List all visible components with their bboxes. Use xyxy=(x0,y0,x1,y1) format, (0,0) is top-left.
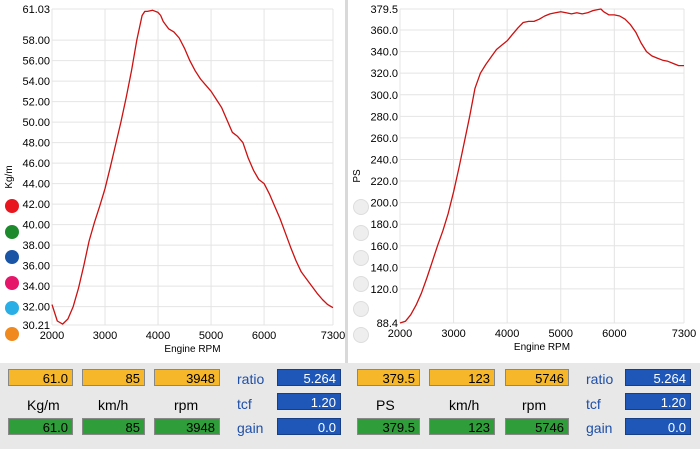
empty-dot[interactable] xyxy=(353,326,369,343)
empty-dot[interactable] xyxy=(353,275,369,292)
y-tick-label: 52.00 xyxy=(22,97,50,109)
y-tick-label: 360.0 xyxy=(370,25,398,37)
x-tick-label: 3000 xyxy=(441,328,465,340)
pink-dot[interactable] xyxy=(5,275,19,290)
x-tick-label: 4000 xyxy=(495,328,519,340)
y-tick-label: 280.0 xyxy=(370,111,398,123)
y-tick-label: 160.0 xyxy=(370,241,398,253)
tcf-label-right: tcf xyxy=(586,396,601,412)
panel-divider xyxy=(345,0,348,363)
y-tick-label: 46.00 xyxy=(22,158,50,170)
x-tick-label: 7300 xyxy=(321,330,345,342)
green-dot[interactable] xyxy=(5,224,19,239)
y-tick-label: 61.03 xyxy=(22,4,50,16)
y-tick-label: 48.00 xyxy=(22,138,50,150)
red-dot[interactable] xyxy=(5,199,19,213)
torque-value-bottom: 61.0 xyxy=(8,418,73,435)
torque-unit: Kg/m xyxy=(27,397,60,413)
y-tick-label: 54.00 xyxy=(22,76,50,88)
x-axis-title: Engine RPM xyxy=(164,344,220,355)
ratio-label: ratio xyxy=(237,371,265,387)
empty-dot[interactable] xyxy=(353,224,369,241)
y-tick-label: 56.00 xyxy=(22,56,50,68)
y-tick-label: 220.0 xyxy=(370,176,398,188)
y-tick-label: 30.21 xyxy=(22,320,50,332)
speed-value-bottom: 85 xyxy=(82,418,145,435)
speed-unit: km/h xyxy=(98,397,129,413)
x-tick-label: 5000 xyxy=(549,328,573,340)
series-line xyxy=(399,8,684,324)
x-tick-label: 2000 xyxy=(388,328,412,340)
tcf-field-right[interactable]: 1.20 xyxy=(625,393,691,410)
y-tick-label: 42.00 xyxy=(22,199,50,211)
y-tick-label: 38.00 xyxy=(22,240,50,252)
ratio-field-right[interactable]: 5.264 xyxy=(625,369,691,386)
tcf-field[interactable]: 1.20 xyxy=(277,393,341,410)
y-axis-title: Kg/m xyxy=(4,165,15,188)
rpm-value-bottom: 3948 xyxy=(154,418,220,435)
y-tick-label: 379.5 xyxy=(370,4,398,16)
y-tick-label: 58.00 xyxy=(22,35,50,47)
x-tick-label: 6000 xyxy=(602,328,626,340)
y-tick-label: 200.0 xyxy=(370,198,398,210)
y-tick-label: 320.0 xyxy=(370,68,398,80)
x-axis-title: Engine RPM xyxy=(514,342,570,353)
orange-dot[interactable] xyxy=(5,326,19,341)
gain-field-right[interactable]: 0.0 xyxy=(625,418,691,435)
power-unit: PS xyxy=(376,397,395,413)
rpm-unit-right: rpm xyxy=(522,397,547,413)
y-tick-label: 120.0 xyxy=(370,284,398,296)
y-tick-label: 140.0 xyxy=(370,262,398,274)
power-chart-panel: 379.5 360.0 340.0 320.0 300.0 280.0 260.0 240.0… xyxy=(348,0,700,363)
blue-dot[interactable] xyxy=(5,250,19,264)
power-value-bottom: 379.5 xyxy=(357,418,420,435)
y-axis-title: PS xyxy=(352,169,363,183)
tcf-label: tcf xyxy=(237,396,252,412)
power-value-top: 379.5 xyxy=(357,369,420,386)
rpm-value-bottom-right: 5746 xyxy=(505,418,569,435)
rpm-value-top: 3948 xyxy=(154,369,220,386)
y-tick-label: 34.00 xyxy=(22,281,50,293)
torque-value-top: 61.0 xyxy=(8,369,73,386)
torque-chart: 61.03 58.00 56.00 54.00 52.00 50.00 48.00 46.00… xyxy=(4,4,345,355)
empty-dot[interactable] xyxy=(353,250,369,266)
y-tick-label: 180.0 xyxy=(370,219,398,231)
y-tick-label: 36.00 xyxy=(22,261,50,273)
gain-label-right: gain xyxy=(586,420,613,436)
x-tick-label: 3000 xyxy=(93,330,117,342)
cyan-dot[interactable] xyxy=(5,301,19,315)
speed-value-bottom-right: 123 xyxy=(429,418,495,435)
y-tick-label: 44.00 xyxy=(22,179,50,191)
y-tick-label: 32.00 xyxy=(22,302,50,314)
x-tick-label: 7300 xyxy=(672,328,696,340)
y-tick-label: 340.0 xyxy=(370,47,398,59)
y-tick-label: 300.0 xyxy=(370,90,398,102)
y-tick-label: 240.0 xyxy=(370,154,398,166)
rpm-value-top-right: 5746 xyxy=(505,369,569,386)
rpm-unit: rpm xyxy=(174,397,199,413)
y-tick-label: 260.0 xyxy=(370,133,398,145)
speed-value-top: 85 xyxy=(82,369,145,386)
series-line xyxy=(51,9,334,325)
empty-dot[interactable] xyxy=(353,199,369,215)
readout-panel: 61.0 85 3948 Kg/m km/h rpm 61.0 85 3948 … xyxy=(0,363,700,449)
torque-chart-panel: 61.03 58.00 56.00 54.00 52.00 50.00 48.00 46.00… xyxy=(0,0,345,363)
x-tick-label: 6000 xyxy=(252,330,276,342)
empty-dot[interactable] xyxy=(353,301,369,317)
y-tick-label: 88.4 xyxy=(377,318,398,330)
ratio-field[interactable]: 5.264 xyxy=(277,369,341,386)
y-tick-label: 50.00 xyxy=(22,117,50,129)
y-tick-label: 40.00 xyxy=(22,220,50,232)
speed-value-top-right: 123 xyxy=(429,369,495,386)
x-tick-label: 2000 xyxy=(40,330,64,342)
gain-label: gain xyxy=(237,420,264,436)
x-tick-label: 4000 xyxy=(146,330,170,342)
ratio-label-right: ratio xyxy=(586,371,614,387)
x-tick-label: 5000 xyxy=(199,330,223,342)
power-chart: 379.5 360.0 340.0 320.0 300.0 280.0 260.0 240.0… xyxy=(352,4,696,353)
speed-unit-right: km/h xyxy=(449,397,480,413)
gain-field[interactable]: 0.0 xyxy=(277,418,341,435)
